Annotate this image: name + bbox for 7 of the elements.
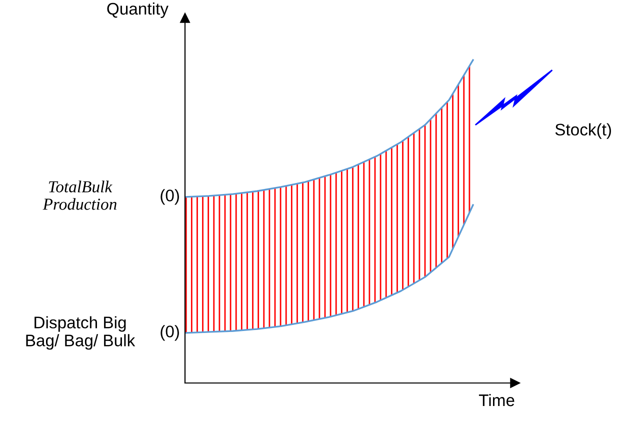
text: TotalBulk Production — [42, 180, 116, 210]
x-axis-title: Time — [478, 394, 514, 406]
annotation: (0) — [160, 325, 179, 341]
text: Dispatch Big Bag/ Bag/ Bulk — [26, 316, 136, 350]
y-axis-title: Quantity — [107, 2, 168, 18]
text: Stock(t) — [555, 123, 611, 139]
annotation: (0) — [160, 189, 179, 205]
